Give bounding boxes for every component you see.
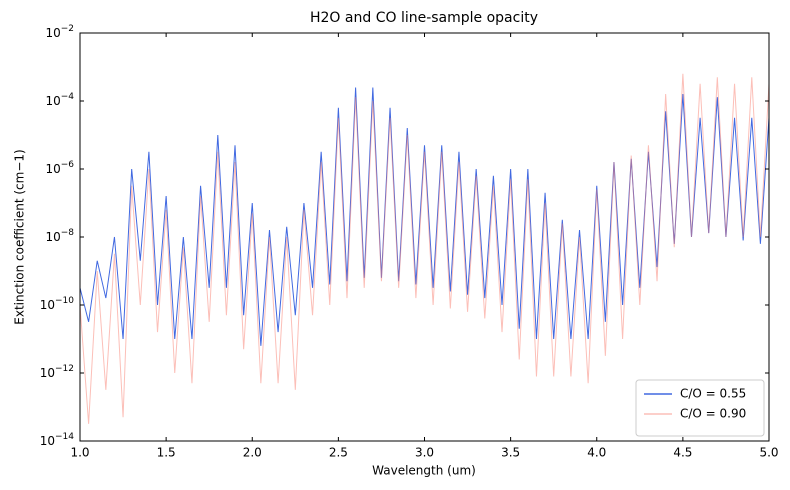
- y-tick-label: 10−2: [45, 24, 74, 40]
- x-tick-label: 5.0: [759, 446, 778, 460]
- x-tick-label: 4.5: [673, 446, 692, 460]
- x-tick-label: 2.5: [329, 446, 348, 460]
- legend-label: C/O = 0.55: [680, 387, 746, 401]
- y-tick-label: 10−10: [40, 296, 75, 312]
- x-axis-label: Wavelength (um): [372, 464, 476, 478]
- y-tick-label: 10−12: [40, 364, 74, 380]
- chart-title: H2O and CO line-sample opacity: [310, 10, 538, 26]
- x-tick-label: 1.0: [70, 446, 89, 460]
- y-tick-label: 10−8: [45, 228, 74, 244]
- y-tick-label: 10−14: [40, 432, 75, 448]
- y-axis-label: Extinction coefficient (cm−1): [13, 149, 27, 324]
- x-tick-label: 2.0: [243, 446, 262, 460]
- x-tick-label: 3.5: [501, 446, 520, 460]
- y-tick-label: 10−4: [45, 92, 74, 108]
- series-line: [80, 73, 769, 424]
- x-tick-label: 1.5: [157, 446, 176, 460]
- x-tick-label: 4.0: [587, 446, 606, 460]
- legend-label: C/O = 0.90: [680, 407, 746, 421]
- x-tick-label: 3.0: [415, 446, 434, 460]
- y-tick-label: 10−6: [45, 160, 74, 176]
